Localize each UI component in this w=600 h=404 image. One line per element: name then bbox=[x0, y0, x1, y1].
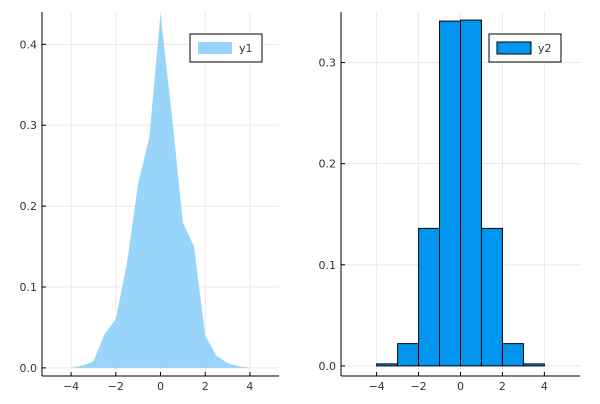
x-tick-label: 2 bbox=[499, 380, 506, 393]
histogram-bar bbox=[522, 363, 545, 367]
x-tick-label: −4 bbox=[369, 380, 385, 393]
legend: y2 bbox=[488, 33, 562, 63]
legend-swatch bbox=[198, 42, 232, 54]
legend-swatch bbox=[496, 41, 532, 55]
histogram-bar bbox=[439, 20, 462, 367]
x-tick-label: 0 bbox=[157, 380, 164, 393]
histogram-bar bbox=[480, 227, 503, 367]
right-chart-panel: −4 −2 0 2 4 0.0 0.1 0.2 0.3 y2 bbox=[319, 12, 580, 393]
x-tick-label: 4 bbox=[246, 380, 253, 393]
legend-label: y2 bbox=[538, 42, 552, 55]
y-tick-label: 0.2 bbox=[319, 158, 337, 171]
legend: y1 bbox=[189, 33, 263, 63]
histogram-bar bbox=[397, 343, 420, 367]
x-tick-label: −2 bbox=[410, 380, 426, 393]
x-tick-label: 0 bbox=[457, 380, 464, 393]
y-tick-label: 0.1 bbox=[319, 259, 337, 272]
histogram-bar bbox=[376, 363, 399, 367]
histogram-bar bbox=[460, 19, 482, 367]
y-tick-label: 0.3 bbox=[319, 57, 337, 70]
y-tick-label: 0.3 bbox=[20, 119, 38, 132]
x-tick-label: 2 bbox=[202, 380, 209, 393]
y-tick-label: 0.4 bbox=[20, 38, 38, 51]
x-tick-label: −4 bbox=[63, 380, 79, 393]
y-tick-label: 0.0 bbox=[319, 360, 337, 373]
y-tick-label: 0.0 bbox=[20, 362, 38, 375]
left-chart-panel: −4 −2 0 2 4 0.0 0.1 0.2 0.3 0.4 y1 bbox=[20, 12, 279, 393]
histogram-bar bbox=[418, 227, 441, 367]
histogram-bar bbox=[501, 343, 524, 367]
legend-label: y1 bbox=[239, 42, 253, 55]
x-tick-label: 4 bbox=[541, 380, 548, 393]
x-tick-label: −2 bbox=[108, 380, 124, 393]
y-tick-label: 0.2 bbox=[20, 200, 38, 213]
y-tick-label: 0.1 bbox=[20, 281, 38, 294]
area-series-y1 bbox=[48, 13, 273, 368]
